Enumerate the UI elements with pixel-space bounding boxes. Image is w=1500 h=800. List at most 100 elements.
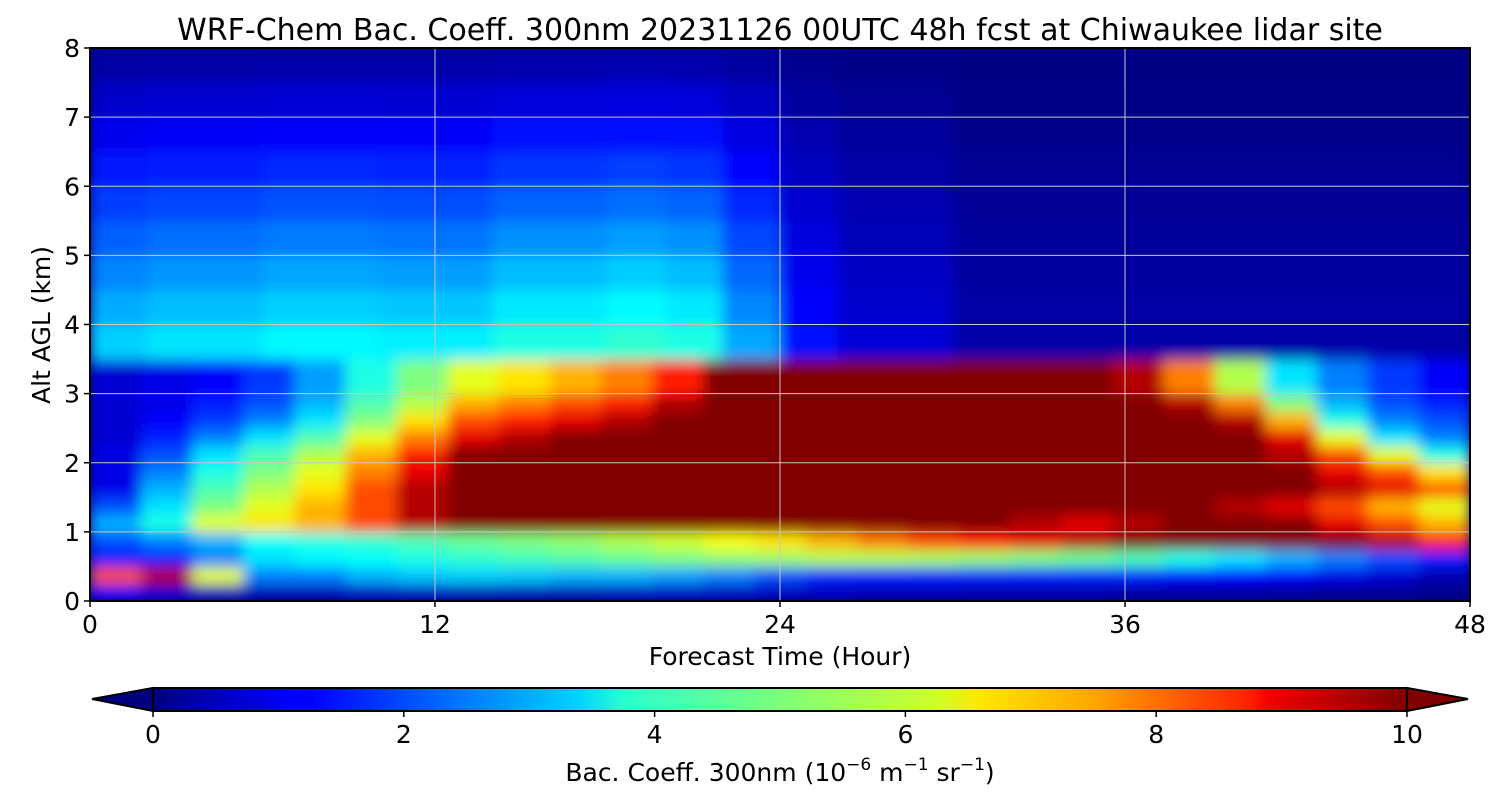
heatmap-cell <box>243 583 296 601</box>
heatmap-cell <box>837 117 954 153</box>
heatmap-cell <box>1112 410 1165 429</box>
heatmap-cell <box>703 445 756 464</box>
heatmap-cell <box>141 410 193 429</box>
heatmap-cell <box>1163 428 1216 447</box>
heatmap-cell <box>550 359 602 395</box>
heatmap-cell <box>1061 583 1113 601</box>
heatmap-cell <box>780 186 839 222</box>
heatmap-cell <box>1010 410 1062 429</box>
heatmap-cell <box>90 445 142 464</box>
y-tick-label: 3 <box>64 380 80 409</box>
heatmap-cell <box>492 186 609 222</box>
heatmap-cell <box>703 514 756 533</box>
heatmap-cell <box>147 151 264 188</box>
heatmap-cell <box>1265 549 1318 568</box>
heatmap-cell <box>837 324 954 360</box>
heatmap-cell <box>1367 531 1420 550</box>
heatmap-cell <box>665 220 724 257</box>
heatmap-cell <box>601 566 653 585</box>
heatmap-cell <box>1265 531 1318 550</box>
heatmap-cell <box>243 497 296 516</box>
heatmap-cell <box>192 531 245 550</box>
heatmap-cell <box>722 48 781 84</box>
heatmap-cell <box>601 480 653 499</box>
heatmap-cell <box>550 445 602 464</box>
heatmap-cell <box>1010 514 1062 533</box>
heatmap-cell <box>601 514 653 533</box>
heatmap-cell <box>1112 359 1165 395</box>
heatmap-cell <box>665 186 724 222</box>
heatmap-cell <box>907 497 960 516</box>
y-axis-label: Alt AGL (km) <box>27 246 56 404</box>
heatmap-cell <box>805 549 858 568</box>
heatmap-cell <box>90 531 142 550</box>
heatmap-cell <box>780 117 839 153</box>
heatmap-cell <box>192 428 245 447</box>
heatmap-cell <box>952 220 1470 257</box>
heatmap-cell <box>958 583 1011 601</box>
heatmap-cell <box>345 393 398 412</box>
heatmap-cell <box>492 48 609 84</box>
heatmap-cell <box>1418 445 1470 464</box>
heatmap-cell <box>1367 566 1420 585</box>
heatmap-cell <box>141 514 193 533</box>
heatmap-cell <box>1265 497 1318 516</box>
heatmap-cell <box>722 255 781 291</box>
heatmap-cell <box>147 324 264 360</box>
heatmap-cell <box>1112 566 1165 585</box>
heatmap-cell <box>958 566 1011 585</box>
heatmap-cell <box>243 359 296 395</box>
heatmap-cell <box>294 428 347 447</box>
heatmap-cell <box>1367 359 1420 395</box>
heatmap-cell <box>1163 549 1216 568</box>
colorbar-ticks: 0 2 4 6 8 10 <box>145 711 1423 749</box>
heatmap-cell <box>601 359 653 395</box>
y-tick-label: 0 <box>64 587 80 616</box>
heatmap-cell <box>607 289 666 326</box>
heatmap-cell <box>1061 480 1113 499</box>
heatmap-cell <box>1265 359 1318 395</box>
heatmap-cell <box>805 428 858 447</box>
heatmap-cell <box>952 151 1470 188</box>
heatmap-cell <box>90 151 149 188</box>
heatmap-cell <box>1367 428 1420 447</box>
x-tick-label: 36 <box>1109 610 1141 639</box>
heatmap-cell <box>147 186 264 222</box>
heatmap-cell <box>1010 583 1062 601</box>
heatmap-cell <box>837 82 954 118</box>
heatmap-cell <box>703 410 756 429</box>
heatmap-cell <box>243 445 296 464</box>
heatmap-cell <box>1163 393 1216 412</box>
heatmap-cell <box>1418 480 1470 499</box>
heatmap-cell <box>1418 566 1470 585</box>
heatmap-cell <box>837 220 954 257</box>
heatmap-cell <box>1367 549 1420 568</box>
heatmap-cell <box>1163 480 1216 499</box>
heatmap-cell <box>447 393 500 412</box>
heatmap-cell <box>607 117 666 153</box>
heatmap-cell <box>498 445 551 464</box>
heatmap-cell <box>141 480 193 499</box>
heatmap-cell <box>1418 531 1470 550</box>
heatmap-cell <box>141 583 193 601</box>
heatmap-cell <box>498 410 551 429</box>
heatmap-cell <box>550 583 602 601</box>
chart-title: WRF-Chem Bac. Coeff. 300nm 20231126 00UT… <box>177 13 1383 48</box>
heatmap-cell <box>396 497 449 516</box>
heatmap-cell <box>396 359 449 395</box>
heatmap-cell <box>1112 549 1165 568</box>
heatmap-cell <box>550 393 602 412</box>
heatmap-cell <box>262 255 379 291</box>
heatmap-cell <box>1265 480 1318 499</box>
heatmap-cell <box>907 410 960 429</box>
heatmap-cell <box>958 462 1011 481</box>
heatmap-cell <box>856 445 909 464</box>
heatmap-cell <box>1061 462 1113 481</box>
heatmap-cell <box>396 531 449 550</box>
heatmap-cell <box>856 497 909 516</box>
heatmap-cell <box>805 497 858 516</box>
heatmap-cell <box>447 514 500 533</box>
heatmap-cell <box>607 324 666 360</box>
heatmap-cell <box>90 289 149 326</box>
heatmap-cell <box>1418 462 1470 481</box>
